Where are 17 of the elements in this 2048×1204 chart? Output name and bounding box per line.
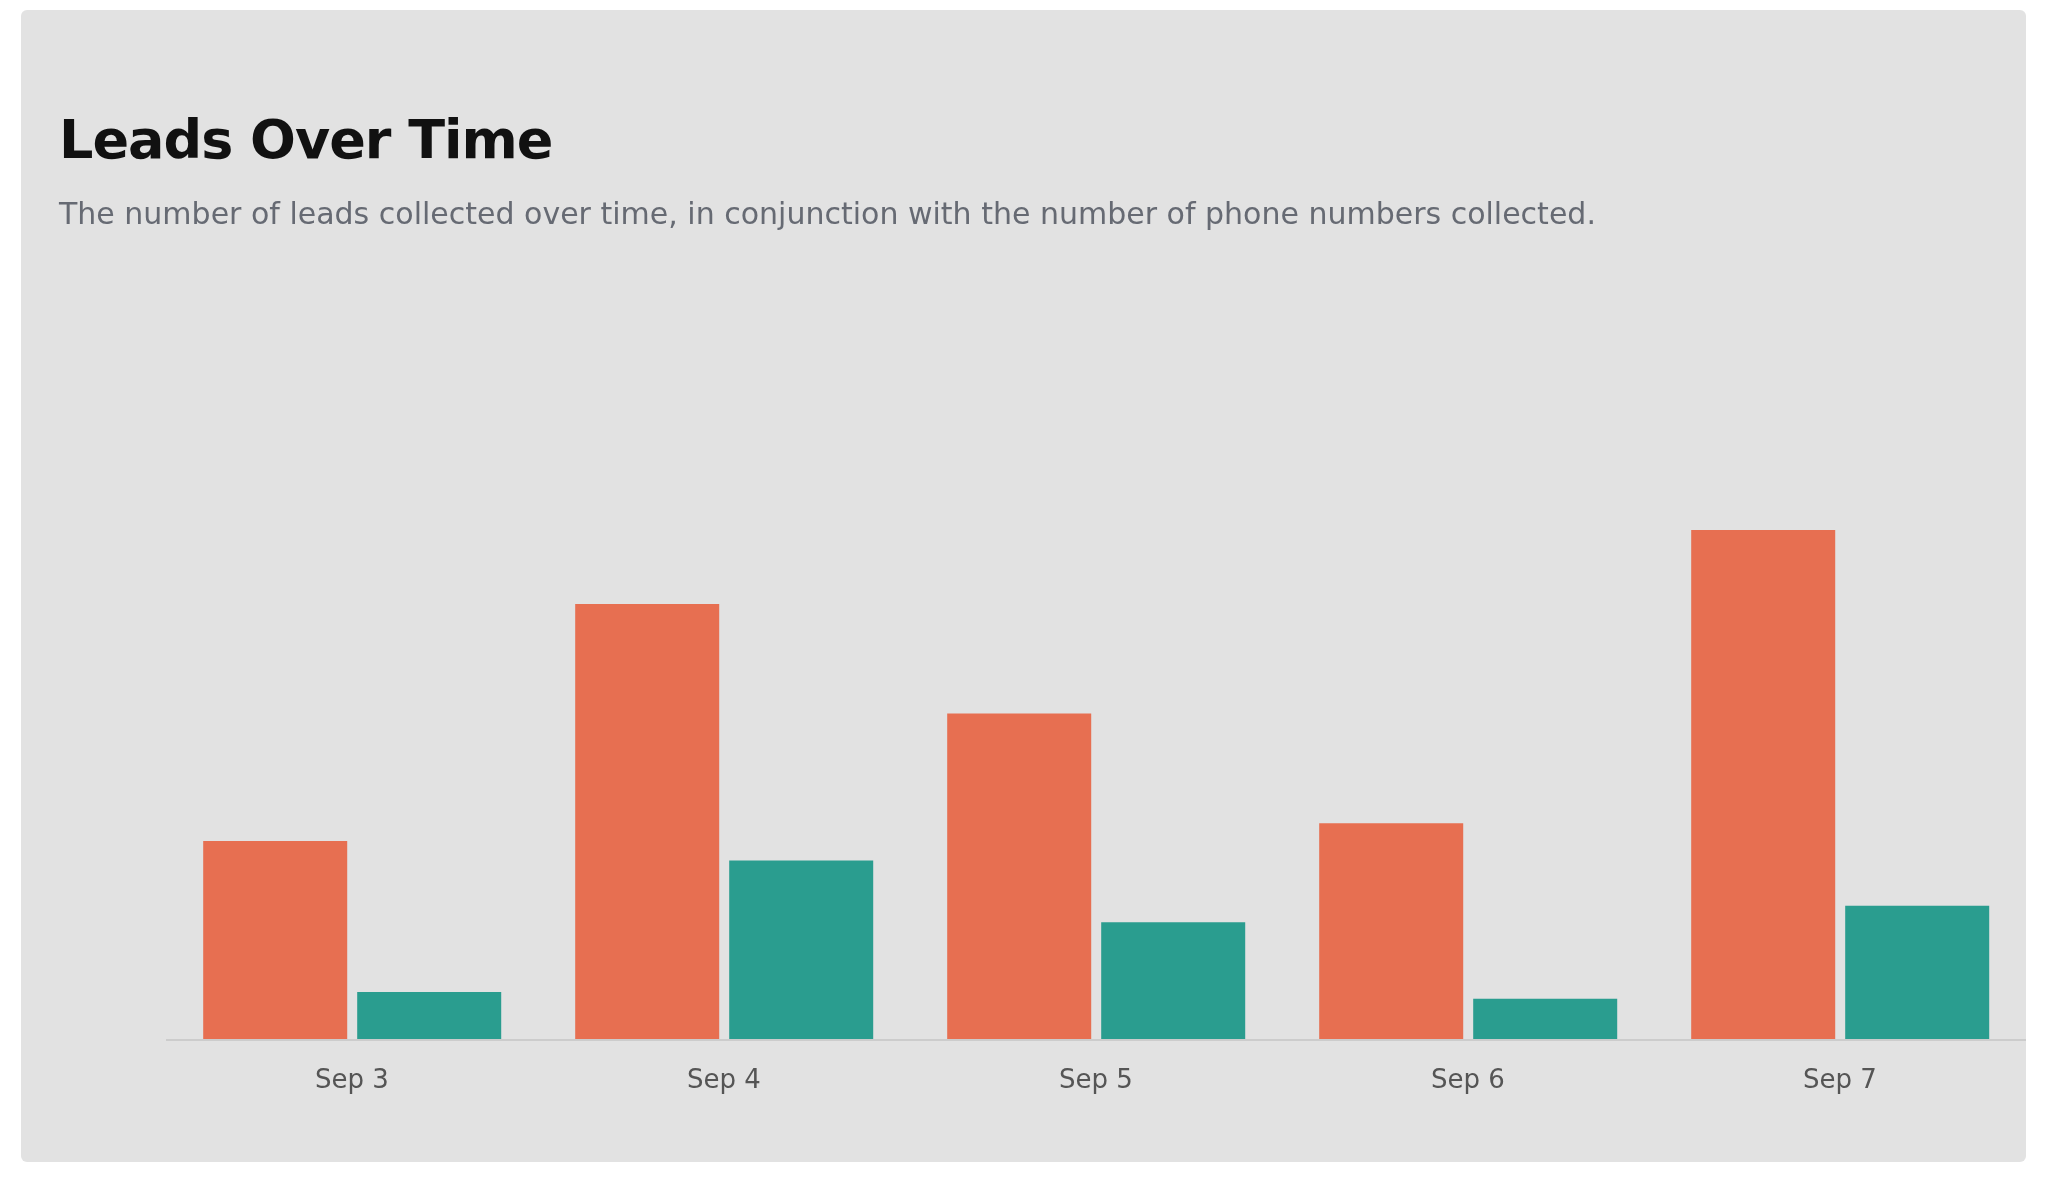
bar — [1319, 823, 1464, 1040]
bar — [947, 713, 1092, 1040]
chart-title: Leads Over Time — [59, 108, 553, 171]
chart-subtitle: The number of leads collected over time, in conjunction with the number of phone numbers collected. — [59, 196, 1596, 231]
x-tick-label: Sep 5 — [1059, 1064, 1133, 1095]
bar — [1101, 922, 1246, 1040]
x-tick-label: Sep 3 — [315, 1064, 389, 1095]
bar — [729, 860, 874, 1040]
bar — [357, 992, 502, 1040]
bar — [203, 841, 348, 1040]
bar — [1473, 998, 1618, 1040]
x-tick-label: Sep 4 — [687, 1064, 761, 1095]
x-tick-label: Sep 7 — [1803, 1064, 1877, 1095]
bar — [1691, 530, 1836, 1040]
bar — [1845, 905, 1990, 1040]
x-tick-label: Sep 6 — [1431, 1064, 1505, 1095]
bar — [575, 603, 720, 1040]
